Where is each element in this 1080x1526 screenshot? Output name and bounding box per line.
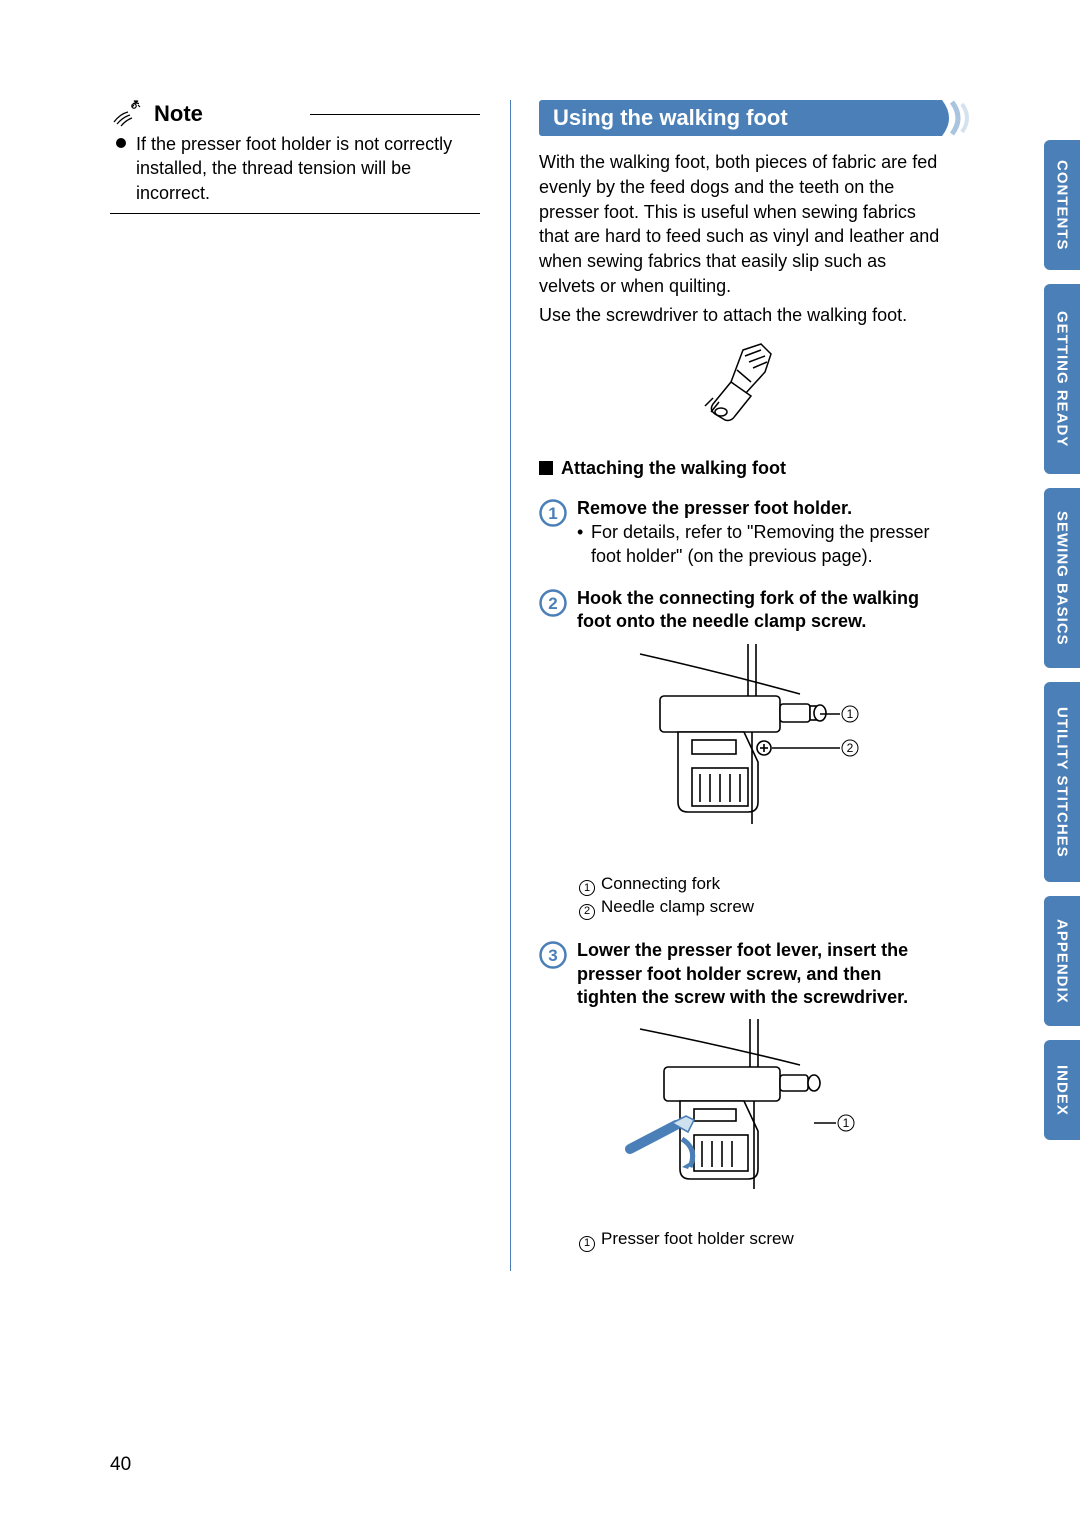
banner-decor-icon — [938, 100, 974, 136]
step-3: 3 Lower the presser foot lever, insert t… — [539, 939, 940, 1009]
note-rule-top — [310, 114, 480, 115]
legend-item: 1 Presser foot holder screw — [579, 1227, 940, 1251]
legend-item: 1 Connecting fork — [579, 872, 940, 896]
tab-label: CONTENTS — [1054, 160, 1071, 251]
tab-sewing-basics[interactable]: SEWING BASICS — [1044, 488, 1080, 668]
note-rule-bottom — [110, 213, 480, 214]
circled-2-icon: 2 — [579, 904, 595, 920]
svg-text:1: 1 — [846, 707, 853, 721]
step-number-1-icon: 1 — [539, 499, 567, 527]
step-number-3-icon: 3 — [539, 941, 567, 969]
legend-text: Needle clamp screw — [601, 895, 754, 919]
section-para-1: With the walking foot, both pieces of fa… — [539, 150, 940, 299]
svg-text:1: 1 — [548, 504, 557, 523]
legend-text: Presser foot holder screw — [601, 1227, 794, 1251]
subheading-text: Attaching the walking foot — [561, 458, 786, 478]
tab-contents[interactable]: CONTENTS — [1044, 140, 1080, 270]
step-2: 2 Hook the connecting fork of the walkin… — [539, 587, 940, 634]
note-text: If the presser foot holder is not correc… — [136, 134, 452, 203]
step-3-illustration: 1 — [610, 1019, 870, 1219]
svg-text:1: 1 — [842, 1116, 849, 1130]
side-tabs: CONTENTS GETTING READY SEWING BASICS UTI… — [1044, 140, 1080, 1154]
step-3-title: Lower the presser foot lever, insert the… — [577, 939, 940, 1009]
svg-text:2: 2 — [846, 741, 853, 755]
section-title: Using the walking foot — [553, 105, 788, 131]
square-bullet-icon — [539, 461, 553, 475]
note-box: Note If the presser foot holder is not c… — [110, 100, 480, 214]
step-number-2-icon: 2 — [539, 589, 567, 617]
step-3-legend: 1 Presser foot holder screw — [539, 1227, 940, 1251]
tab-label: INDEX — [1054, 1065, 1071, 1116]
bullet-icon — [116, 138, 126, 148]
step-2-title: Hook the connecting fork of the walking … — [577, 587, 940, 634]
tab-label: UTILITY STITCHES — [1054, 707, 1071, 858]
step-1-detail: For details, refer to "Removing the pres… — [577, 520, 940, 569]
tab-index[interactable]: INDEX — [1044, 1040, 1080, 1140]
note-body-text: If the presser foot holder is not correc… — [110, 132, 480, 205]
walking-foot-illustration — [685, 342, 795, 432]
step-2-legend: 1 Connecting fork 2 Needle clamp screw — [539, 872, 940, 920]
tab-utility-stitches[interactable]: UTILITY STITCHES — [1044, 682, 1080, 882]
section-para-2: Use the screwdriver to attach the walkin… — [539, 303, 940, 328]
step-2-illustration: 1 2 — [600, 644, 880, 864]
section-title-banner: Using the walking foot — [539, 100, 940, 136]
burst-icon — [110, 100, 146, 128]
page-number: 40 — [110, 1454, 131, 1476]
tab-label: GETTING READY — [1054, 311, 1071, 447]
svg-text:3: 3 — [548, 946, 557, 965]
tab-getting-ready[interactable]: GETTING READY — [1044, 284, 1080, 474]
legend-text: Connecting fork — [601, 872, 720, 896]
step-1: 1 Remove the presser foot holder. For de… — [539, 497, 940, 569]
legend-item: 2 Needle clamp screw — [579, 895, 940, 919]
tab-appendix[interactable]: APPENDIX — [1044, 896, 1080, 1026]
circled-1-icon: 1 — [579, 880, 595, 896]
subheading-attaching: Attaching the walking foot — [539, 458, 940, 479]
circled-1-icon: 1 — [579, 1236, 595, 1252]
note-label: Note — [154, 101, 203, 127]
svg-text:2: 2 — [548, 594, 557, 613]
tab-label: SEWING BASICS — [1054, 511, 1071, 646]
step-1-title: Remove the presser foot holder. — [577, 497, 940, 520]
tab-label: APPENDIX — [1054, 919, 1071, 1004]
